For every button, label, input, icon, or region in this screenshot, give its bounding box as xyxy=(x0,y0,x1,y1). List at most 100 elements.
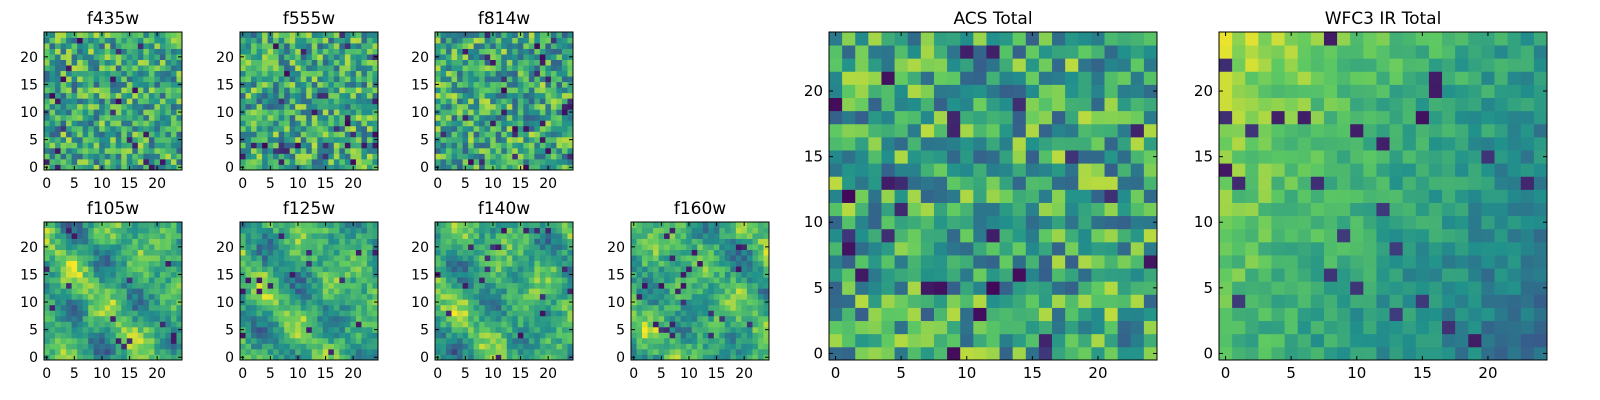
heatmap-cell xyxy=(451,332,458,339)
heatmap-cell xyxy=(528,326,535,333)
heatmap-cell xyxy=(60,120,67,127)
heatmap-cell xyxy=(49,222,56,228)
heatmap-cell xyxy=(165,136,172,143)
heatmap-cell xyxy=(273,109,280,116)
heatmap-cell xyxy=(361,65,368,72)
heatmap-cell xyxy=(154,136,161,143)
heatmap-cell xyxy=(468,260,475,267)
heatmap-cell xyxy=(284,244,291,250)
heatmap-cell xyxy=(300,54,307,60)
heatmap-cell xyxy=(539,315,546,322)
heatmap-cell xyxy=(110,54,117,60)
heatmap-cell xyxy=(440,43,447,49)
heatmap-cell xyxy=(528,310,535,317)
heatmap-cell xyxy=(719,282,726,289)
heatmap-cell xyxy=(93,310,100,317)
heatmap-cell xyxy=(702,348,709,355)
heatmap-cell xyxy=(746,255,753,262)
heatmap-cell xyxy=(251,158,257,165)
heatmap-cell xyxy=(71,59,78,66)
heatmap-cell xyxy=(490,238,497,245)
y-tick-label: 0 xyxy=(420,350,429,366)
heatmap-cell xyxy=(66,131,72,138)
heatmap-cell xyxy=(295,271,302,278)
heatmap-cell xyxy=(686,326,693,333)
x-tick-label: 15 xyxy=(121,176,139,192)
heatmap-cell xyxy=(539,48,546,55)
heatmap-cell xyxy=(176,147,183,154)
heatmap-cell xyxy=(306,271,313,278)
heatmap-cell xyxy=(842,189,856,203)
heatmap-cell xyxy=(697,310,704,317)
y-tick-label: 0 xyxy=(29,160,38,176)
heatmap-cell xyxy=(1091,163,1105,177)
heatmap-cell xyxy=(121,43,128,49)
heatmap-cell xyxy=(680,244,687,250)
heatmap-cell xyxy=(556,233,563,239)
heatmap-cell xyxy=(686,293,693,300)
heatmap-cell xyxy=(506,65,513,72)
heatmap-cell xyxy=(468,109,475,116)
heatmap-cell xyxy=(479,81,486,88)
heatmap-cell xyxy=(658,348,665,355)
heatmap-cell xyxy=(66,304,72,311)
heatmap-cell xyxy=(440,277,447,284)
heatmap-cell xyxy=(300,131,307,138)
heatmap-cell xyxy=(82,131,89,138)
heatmap-cell xyxy=(289,288,296,295)
heatmap-cell xyxy=(512,249,519,256)
heatmap-cell xyxy=(440,87,447,94)
heatmap-cell xyxy=(881,150,895,164)
heatmap-cell xyxy=(132,277,139,284)
heatmap-cell xyxy=(1117,255,1132,269)
heatmap-cell xyxy=(344,158,351,165)
heatmap-cell xyxy=(366,343,373,350)
heatmap-cell xyxy=(534,277,541,284)
heatmap-cell xyxy=(311,120,318,127)
heatmap-cell xyxy=(528,277,535,284)
heatmap-cell xyxy=(686,233,693,239)
heatmap-cell xyxy=(763,337,770,344)
x-tick-label: 0 xyxy=(238,176,247,192)
panel-title: f160w xyxy=(674,199,726,219)
heatmap-cell xyxy=(691,277,698,284)
heatmap-cell xyxy=(868,150,882,164)
heatmap-cell xyxy=(495,109,502,116)
heatmap-cell xyxy=(262,158,268,165)
heatmap-cell xyxy=(137,103,144,110)
heatmap-cells xyxy=(240,222,379,361)
heatmap-cell xyxy=(561,54,568,60)
heatmap-cell xyxy=(561,43,568,49)
heatmap-cell xyxy=(295,43,302,49)
heatmap-cell xyxy=(719,260,726,267)
heatmap-cell xyxy=(66,32,72,38)
heatmap-cell xyxy=(501,288,508,295)
heatmap-cell xyxy=(176,125,183,132)
heatmap-cell xyxy=(350,337,357,344)
heatmap-cell xyxy=(1065,294,1079,308)
heatmap-cell xyxy=(730,222,737,228)
heatmap-cell xyxy=(49,249,56,256)
heatmap-cell xyxy=(539,282,546,289)
heatmap-cell xyxy=(372,343,379,350)
heatmap-cell xyxy=(372,32,379,38)
heatmap-cell xyxy=(440,337,447,344)
heatmap-cell xyxy=(561,65,568,72)
heatmap-cell xyxy=(1078,333,1092,348)
heatmap-cell xyxy=(273,114,280,121)
heatmap-cell xyxy=(440,98,447,105)
heatmap-cell xyxy=(289,59,296,66)
heatmap-cell xyxy=(713,304,720,311)
heatmap-cell xyxy=(88,37,95,44)
heatmap-cell xyxy=(82,255,89,262)
heatmap-cell xyxy=(262,293,268,300)
heatmap-cell xyxy=(653,293,659,300)
heatmap-cell xyxy=(658,282,665,289)
heatmap-cell xyxy=(278,354,285,361)
heatmap-cell xyxy=(752,233,759,239)
heatmap-cell xyxy=(523,120,530,127)
heatmap-cell xyxy=(355,249,362,256)
heatmap-cell xyxy=(137,310,144,317)
panel-title: f105w xyxy=(87,199,139,219)
heatmap-cell xyxy=(631,266,637,273)
